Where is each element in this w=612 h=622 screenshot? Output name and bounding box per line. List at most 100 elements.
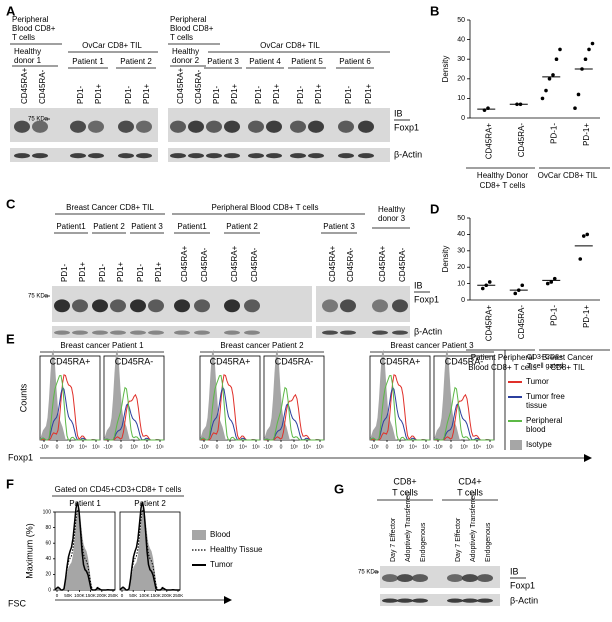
band [14, 120, 30, 133]
lane-label: CD45RA+ [378, 245, 387, 282]
band [266, 120, 282, 133]
blood-fill [55, 507, 115, 590]
y-tick-label: 40 [457, 231, 465, 238]
group-label: Peripheral [12, 15, 49, 24]
x-tick-label: 100K [139, 593, 150, 598]
x-tick-label: 0 [450, 444, 453, 450]
band [308, 153, 324, 159]
x-tick-label: CD45RA+ [484, 305, 493, 342]
x-tick-label: 200K [162, 593, 173, 598]
band [88, 120, 104, 133]
band [290, 120, 306, 133]
arrowhead [584, 454, 592, 462]
band [110, 330, 126, 335]
band [338, 153, 354, 159]
band [70, 153, 86, 159]
lane-label: CD45RA- [200, 247, 209, 282]
band [110, 299, 126, 313]
histogram-line [103, 386, 164, 441]
x-tick-label: 150K [85, 593, 96, 598]
dot [487, 280, 492, 284]
legend-label: Healthy Tissue [210, 545, 263, 554]
band [174, 299, 190, 313]
protein-label: β-Actin [394, 149, 422, 159]
lane-label: CD45RA- [194, 69, 203, 104]
group-label: Patient 5 [291, 57, 323, 66]
band [338, 120, 354, 133]
lane-label: CD45RA+ [230, 245, 239, 282]
band [206, 120, 222, 133]
x-tick-label: -10³ [104, 444, 113, 450]
legend-label: Tumor free [526, 392, 565, 401]
lane-label: PD1- [60, 263, 69, 282]
lane-label: Endogenous [485, 522, 492, 562]
x-tick-label: PD-1- [549, 305, 558, 326]
legend-title: T cell gated [527, 363, 563, 370]
group-label: CD8+ T cells [480, 181, 526, 190]
ib-label: IB [414, 280, 423, 290]
dot [552, 276, 557, 281]
dot [587, 47, 591, 52]
band [148, 299, 164, 313]
band [382, 598, 398, 603]
group-label: Peripheral [170, 15, 207, 24]
panel-letter: D [430, 201, 439, 216]
group-label: Blood CD8+ [12, 24, 56, 33]
band [462, 598, 478, 603]
lane-label: CD45RA- [346, 247, 355, 282]
y-tick-label: 60 [45, 541, 51, 547]
panel-letter: F [6, 476, 14, 491]
x-tick-label: 0 [216, 444, 219, 450]
lane-label: PD1+ [314, 83, 323, 104]
group-label: OvCar CD8+ TIL [260, 41, 320, 50]
band [412, 598, 428, 603]
group-label: donor 3 [378, 214, 406, 223]
y-tick-label: 40 [457, 36, 465, 43]
band [244, 299, 260, 313]
legend-swatch [510, 440, 522, 450]
group-label: Patient 6 [339, 57, 371, 66]
histogram-line [199, 374, 260, 441]
band [188, 153, 204, 159]
band [397, 598, 413, 603]
histogram-line [433, 386, 494, 441]
band [92, 330, 108, 335]
lane-label: CD45RA- [38, 69, 47, 104]
panel-letter: G [334, 481, 344, 496]
band [372, 299, 388, 313]
y-tick-label: 10 [457, 95, 465, 102]
histogram-line [39, 374, 100, 441]
group-label: OvCar CD8+ TIL [538, 171, 598, 180]
x-tick-label: 250K [108, 593, 119, 598]
band [170, 120, 186, 133]
band [148, 330, 164, 335]
group-label: T cells [170, 33, 193, 42]
subset-label: CD45RA+ [380, 356, 421, 366]
lane-label: CD45RA+ [176, 67, 185, 104]
legend-label: Tumor [526, 377, 549, 386]
band [340, 299, 356, 313]
band [206, 153, 222, 159]
dot [590, 41, 595, 46]
y-tick-label: 40 [45, 556, 51, 562]
band [72, 330, 88, 335]
protein-label: Foxp1 [414, 294, 439, 304]
x-tick-label: 10⁵ [422, 444, 430, 450]
lane-label: Day 7 Effector [390, 517, 397, 562]
band [224, 330, 240, 335]
band [397, 574, 413, 583]
lane-label: CD45RA- [250, 247, 259, 282]
legend-label: tissue [526, 401, 547, 410]
x-tick-label: 0 [386, 444, 389, 450]
lane-label: PD1- [212, 85, 221, 104]
group-label: Healthy [172, 47, 199, 56]
group-label: Healthy [378, 205, 405, 214]
x-tick-label: 100K [74, 593, 85, 598]
band [118, 153, 134, 159]
band [392, 299, 408, 313]
dot [583, 57, 588, 61]
dot [549, 280, 554, 284]
lane-label: CD45RA+ [180, 245, 189, 282]
legend-label: Blood [210, 530, 230, 539]
group-label: Breast Cancer CD8+ TIL [66, 203, 154, 212]
